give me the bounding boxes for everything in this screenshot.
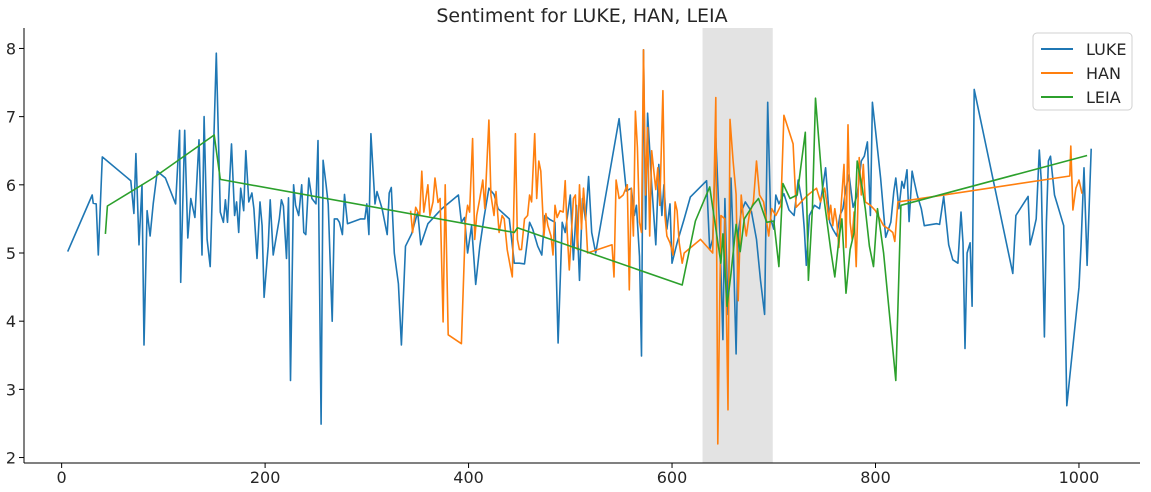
series-line-han: [409, 49, 1083, 445]
legend-label-luke: LUKE: [1086, 40, 1126, 59]
legend-label-han: HAN: [1086, 64, 1121, 83]
y-tick-label: 2: [6, 449, 16, 468]
axes: 0 200 400 600 800 1000 2 3 4 5 6 7 8: [6, 28, 1140, 487]
y-tick-label: 8: [6, 39, 16, 58]
x-tick-label: 800: [860, 468, 891, 487]
y-tick-label: 4: [6, 312, 16, 331]
legend: LUKE HAN LEIA: [1032, 32, 1133, 111]
x-tick-label: 600: [657, 468, 688, 487]
x-tick-label: 0: [57, 468, 67, 487]
legend-items: LUKE HAN LEIA: [1041, 40, 1126, 107]
x-ticks: 0 200 400 600 800 1000: [57, 463, 1100, 487]
series-layer: [66, 49, 1092, 445]
legend-label-leia: LEIA: [1086, 88, 1121, 107]
y-tick-label: 7: [6, 108, 16, 127]
x-tick-label: 400: [453, 468, 484, 487]
x-tick-label: 200: [250, 468, 281, 487]
chart-title: Sentiment for LUKE, HAN, LEIA: [436, 5, 727, 27]
y-tick-label: 3: [6, 380, 16, 399]
x-tick-label: 1000: [1059, 468, 1100, 487]
series-line-leia: [104, 97, 1088, 382]
legend-box: [1032, 32, 1133, 111]
y-ticks: 2 3 4 5 6 7 8: [6, 39, 24, 468]
plot-area: [66, 28, 1092, 463]
y-tick-label: 6: [6, 176, 16, 195]
y-tick-label: 5: [6, 244, 16, 263]
series-line-luke: [66, 49, 1092, 425]
